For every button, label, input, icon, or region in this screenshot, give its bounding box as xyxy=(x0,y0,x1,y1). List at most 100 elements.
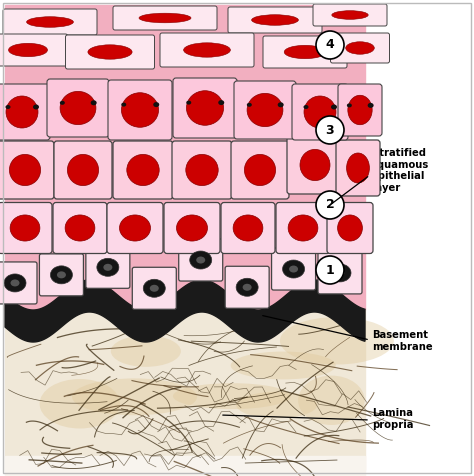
FancyBboxPatch shape xyxy=(0,84,50,140)
FancyBboxPatch shape xyxy=(292,84,348,140)
FancyBboxPatch shape xyxy=(276,202,330,254)
FancyBboxPatch shape xyxy=(327,202,373,254)
Text: Basement
membrane: Basement membrane xyxy=(372,330,433,352)
Ellipse shape xyxy=(6,96,38,128)
Ellipse shape xyxy=(60,101,65,105)
Ellipse shape xyxy=(91,100,97,105)
FancyBboxPatch shape xyxy=(231,141,289,199)
Ellipse shape xyxy=(300,149,330,180)
Ellipse shape xyxy=(186,100,191,105)
Ellipse shape xyxy=(150,285,159,292)
FancyBboxPatch shape xyxy=(234,81,296,139)
Ellipse shape xyxy=(57,271,66,278)
FancyBboxPatch shape xyxy=(47,79,109,137)
Ellipse shape xyxy=(298,376,365,425)
Bar xyxy=(5,456,365,476)
FancyBboxPatch shape xyxy=(0,202,52,254)
FancyBboxPatch shape xyxy=(172,141,232,199)
Ellipse shape xyxy=(348,95,372,125)
Ellipse shape xyxy=(245,154,275,186)
Ellipse shape xyxy=(119,215,151,241)
FancyBboxPatch shape xyxy=(287,136,343,194)
Ellipse shape xyxy=(284,45,326,59)
FancyBboxPatch shape xyxy=(313,4,387,26)
Ellipse shape xyxy=(10,215,40,241)
Ellipse shape xyxy=(9,43,47,57)
Ellipse shape xyxy=(72,378,197,415)
Ellipse shape xyxy=(247,103,252,107)
Ellipse shape xyxy=(50,266,73,284)
Ellipse shape xyxy=(332,10,368,20)
Ellipse shape xyxy=(65,215,95,241)
FancyBboxPatch shape xyxy=(263,36,347,68)
FancyBboxPatch shape xyxy=(86,246,130,288)
Ellipse shape xyxy=(337,215,363,241)
Ellipse shape xyxy=(236,392,317,418)
FancyBboxPatch shape xyxy=(0,141,54,199)
Circle shape xyxy=(316,116,344,144)
Ellipse shape xyxy=(303,105,309,109)
Circle shape xyxy=(316,31,344,59)
Ellipse shape xyxy=(243,284,252,291)
FancyBboxPatch shape xyxy=(3,9,97,35)
Ellipse shape xyxy=(186,91,224,125)
Ellipse shape xyxy=(153,102,159,107)
FancyBboxPatch shape xyxy=(173,78,237,138)
Ellipse shape xyxy=(121,93,159,127)
Ellipse shape xyxy=(139,13,191,23)
Ellipse shape xyxy=(183,43,230,57)
FancyBboxPatch shape xyxy=(221,202,275,254)
Text: Lamina
propria: Lamina propria xyxy=(372,408,413,430)
Ellipse shape xyxy=(347,103,352,108)
FancyBboxPatch shape xyxy=(160,33,254,67)
Ellipse shape xyxy=(111,336,181,367)
Ellipse shape xyxy=(97,258,119,276)
Text: 4: 4 xyxy=(326,39,334,51)
Ellipse shape xyxy=(289,266,298,273)
FancyBboxPatch shape xyxy=(225,266,269,308)
Ellipse shape xyxy=(176,215,208,241)
Ellipse shape xyxy=(233,215,263,241)
Ellipse shape xyxy=(67,154,99,186)
Ellipse shape xyxy=(283,260,305,278)
FancyBboxPatch shape xyxy=(0,34,67,66)
FancyBboxPatch shape xyxy=(318,252,362,294)
Ellipse shape xyxy=(27,17,73,27)
Ellipse shape xyxy=(186,154,218,186)
Ellipse shape xyxy=(33,105,39,109)
FancyBboxPatch shape xyxy=(54,141,112,199)
Ellipse shape xyxy=(288,215,318,241)
Ellipse shape xyxy=(278,102,283,107)
Ellipse shape xyxy=(40,379,120,428)
FancyBboxPatch shape xyxy=(39,254,83,296)
FancyBboxPatch shape xyxy=(272,248,316,290)
Ellipse shape xyxy=(218,100,224,105)
Ellipse shape xyxy=(336,269,345,277)
FancyBboxPatch shape xyxy=(164,202,220,254)
Ellipse shape xyxy=(121,103,126,107)
Polygon shape xyxy=(5,280,365,342)
Ellipse shape xyxy=(280,317,394,365)
Ellipse shape xyxy=(88,45,132,59)
FancyBboxPatch shape xyxy=(65,35,155,69)
Circle shape xyxy=(316,191,344,219)
Ellipse shape xyxy=(196,257,205,264)
Text: 1: 1 xyxy=(326,264,334,277)
FancyBboxPatch shape xyxy=(53,202,107,254)
FancyBboxPatch shape xyxy=(132,268,176,309)
Ellipse shape xyxy=(346,153,369,183)
FancyBboxPatch shape xyxy=(228,7,322,33)
Ellipse shape xyxy=(231,352,336,379)
Ellipse shape xyxy=(4,274,26,292)
Text: 2: 2 xyxy=(326,198,334,211)
Ellipse shape xyxy=(10,279,19,287)
Ellipse shape xyxy=(247,93,283,127)
FancyBboxPatch shape xyxy=(108,80,172,140)
FancyBboxPatch shape xyxy=(107,202,163,254)
Ellipse shape xyxy=(173,383,291,409)
Ellipse shape xyxy=(346,42,374,54)
Ellipse shape xyxy=(6,105,10,109)
FancyBboxPatch shape xyxy=(336,140,380,196)
Text: 3: 3 xyxy=(326,123,334,137)
Ellipse shape xyxy=(127,154,159,186)
